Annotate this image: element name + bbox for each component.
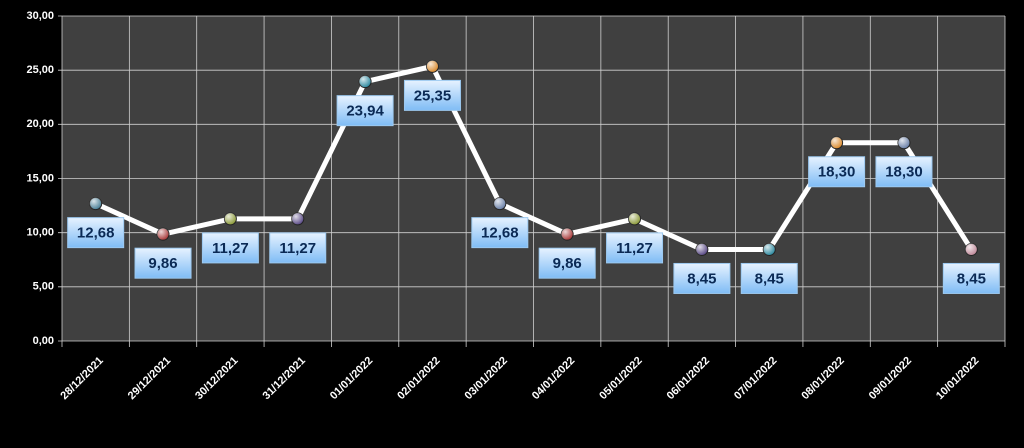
marker-shine [830, 136, 843, 149]
value-label-box [67, 217, 125, 249]
value-label: 8,45 [755, 270, 784, 287]
y-tick-label: 20,00 [26, 118, 54, 130]
marker-shine [493, 197, 506, 210]
value-label-box [942, 262, 1000, 294]
value-label-box [471, 217, 529, 249]
marker-shine [561, 228, 574, 241]
value-label: 11,27 [279, 240, 316, 257]
value-label: 23,94 [346, 103, 384, 120]
value-label: 8,45 [957, 270, 986, 287]
value-label-box [808, 156, 866, 188]
x-tick-label: 01/01/2022 [328, 355, 375, 402]
marker-shine [89, 197, 102, 210]
value-label: 18,30 [885, 164, 923, 181]
value-label-box [673, 262, 731, 294]
marker-shine [157, 228, 170, 241]
value-label: 18,30 [818, 164, 856, 181]
value-label-box [201, 232, 259, 264]
marker-shine [965, 243, 978, 256]
marker-shine [897, 136, 910, 149]
value-label-box [538, 247, 596, 279]
x-tick-label: 02/01/2022 [395, 355, 442, 402]
x-tick-label: 29/12/2021 [126, 355, 173, 402]
value-label: 9,86 [148, 255, 177, 272]
y-tick-label: 30,00 [26, 10, 54, 22]
x-tick-label: 04/01/2022 [530, 355, 577, 402]
x-tick-label: 10/01/2022 [934, 355, 981, 402]
y-tick-label: 15,00 [26, 172, 54, 184]
x-tick-label: 07/01/2022 [732, 355, 779, 402]
value-label-box [336, 95, 394, 127]
value-label: 8,45 [687, 270, 716, 287]
value-label-box [403, 79, 461, 111]
marker-shine [695, 243, 708, 256]
x-tick-label: 06/01/2022 [665, 355, 712, 402]
y-tick-label: 0,00 [33, 335, 54, 347]
value-label-box [134, 247, 192, 279]
value-label-box [875, 156, 933, 188]
value-label: 12,68 [481, 225, 519, 242]
x-tick-label: 09/01/2022 [867, 355, 914, 402]
value-label: 25,35 [414, 87, 452, 104]
value-label-box [606, 232, 664, 264]
marker-shine [291, 212, 304, 225]
x-tick-label: 31/12/2021 [261, 355, 308, 402]
marker-shine [359, 75, 372, 88]
y-tick-label: 5,00 [33, 281, 54, 293]
y-tick-label: 10,00 [26, 227, 54, 239]
value-label: 12,68 [77, 225, 115, 242]
marker-shine [224, 212, 237, 225]
x-tick-label: 30/12/2021 [193, 355, 240, 402]
x-tick-label: 28/12/2021 [58, 355, 105, 402]
marker-shine [763, 243, 776, 256]
y-tick-label: 25,00 [26, 64, 54, 76]
x-tick-label: 03/01/2022 [463, 355, 510, 402]
value-label: 11,27 [212, 240, 249, 257]
value-label: 11,27 [616, 240, 653, 257]
value-label-box [740, 262, 798, 294]
value-label-box [269, 232, 327, 264]
marker-shine [426, 60, 439, 73]
marker-shine [628, 212, 641, 225]
value-label: 9,86 [553, 255, 582, 272]
x-tick-label: 05/01/2022 [597, 355, 644, 402]
x-tick-label: 08/01/2022 [799, 355, 846, 402]
